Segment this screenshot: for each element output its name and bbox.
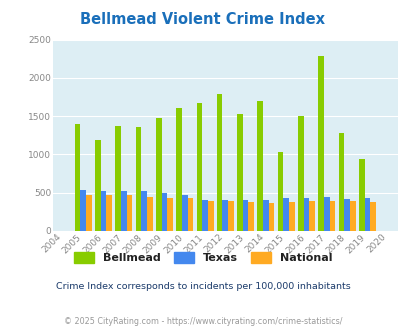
Bar <box>242 200 248 231</box>
Bar <box>141 191 147 231</box>
Bar <box>187 198 193 231</box>
Bar <box>228 201 233 231</box>
Bar <box>297 116 303 231</box>
Bar <box>343 199 349 231</box>
Bar <box>222 200 228 231</box>
Bar <box>176 108 181 231</box>
Text: Crime Index corresponds to incidents per 100,000 inhabitants: Crime Index corresponds to incidents per… <box>55 282 350 291</box>
Bar <box>135 127 141 231</box>
Bar <box>338 133 343 231</box>
Bar <box>121 191 126 231</box>
Bar <box>106 195 112 231</box>
Bar <box>369 202 375 231</box>
Bar <box>196 103 202 231</box>
Bar <box>288 202 294 231</box>
Bar <box>262 200 268 231</box>
Bar <box>202 200 207 231</box>
Bar <box>115 126 121 231</box>
Bar <box>100 191 106 231</box>
Bar <box>80 190 86 231</box>
Bar <box>257 101 262 231</box>
Bar <box>329 201 335 231</box>
Bar <box>283 198 288 231</box>
Bar <box>75 124 80 231</box>
Bar <box>86 195 92 231</box>
Bar <box>309 201 314 231</box>
Bar <box>167 198 173 231</box>
Bar <box>268 203 274 231</box>
Bar <box>181 195 187 231</box>
Bar <box>358 159 364 231</box>
Bar <box>161 193 167 231</box>
Bar <box>364 198 369 231</box>
Bar <box>95 140 100 231</box>
Bar <box>207 201 213 231</box>
Bar <box>248 202 254 231</box>
Legend: Bellmead, Texas, National: Bellmead, Texas, National <box>68 246 337 269</box>
Bar <box>237 114 242 231</box>
Bar <box>303 198 309 231</box>
Bar <box>323 197 329 231</box>
Bar <box>156 118 161 231</box>
Text: © 2025 CityRating.com - https://www.cityrating.com/crime-statistics/: © 2025 CityRating.com - https://www.city… <box>64 317 341 326</box>
Bar <box>216 94 222 231</box>
Bar <box>147 197 152 231</box>
Bar <box>277 152 283 231</box>
Bar <box>126 195 132 231</box>
Bar <box>318 56 323 231</box>
Text: Bellmead Violent Crime Index: Bellmead Violent Crime Index <box>80 12 325 26</box>
Bar <box>349 201 355 231</box>
